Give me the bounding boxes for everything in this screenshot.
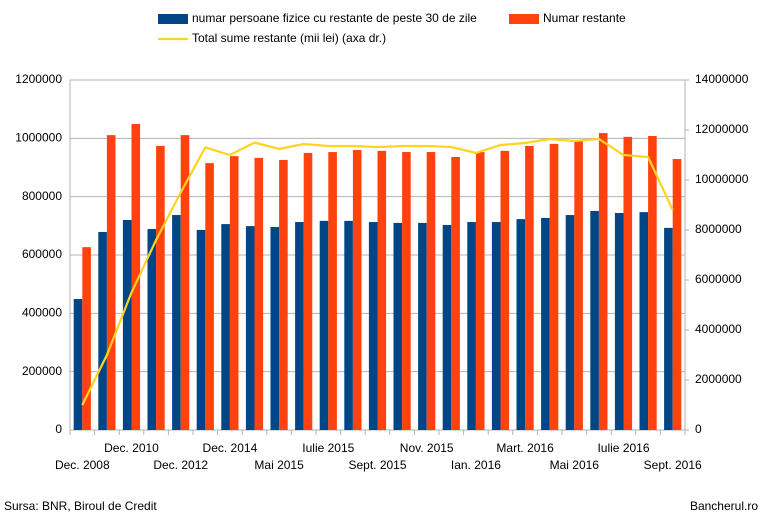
bar xyxy=(344,220,353,430)
bar xyxy=(516,219,526,430)
bar xyxy=(352,150,362,430)
bar xyxy=(156,145,165,430)
x-tick-label: Iulie 2015 xyxy=(302,441,354,455)
legend-swatch xyxy=(509,14,539,24)
y2-tick-label: 2000000 xyxy=(695,372,742,386)
bar xyxy=(254,157,264,430)
y2-tick-label: 12000000 xyxy=(695,122,749,136)
bar xyxy=(500,150,510,430)
bar xyxy=(377,150,387,430)
bar xyxy=(270,227,280,430)
bar xyxy=(451,157,460,430)
bar xyxy=(131,124,141,431)
bar xyxy=(648,136,657,430)
bar xyxy=(147,229,157,430)
bar xyxy=(245,226,255,430)
y2-tick-label: 10000000 xyxy=(695,172,749,186)
y2-tick-label: 6000000 xyxy=(695,272,742,286)
bar xyxy=(279,159,288,430)
x-tick-label: Mai 2016 xyxy=(550,458,600,472)
bar xyxy=(664,227,673,430)
bar xyxy=(418,222,427,430)
x-tick-label: Mart. 2016 xyxy=(496,441,554,455)
bar xyxy=(623,136,633,430)
x-tick-label: Dec. 2008 xyxy=(55,458,110,472)
legend-swatch xyxy=(158,14,188,24)
y-tick-label: 1000000 xyxy=(15,131,62,145)
x-tick-label: Dec. 2014 xyxy=(203,441,258,455)
y2-tick-label: 14000000 xyxy=(695,72,749,86)
bar xyxy=(402,152,411,430)
x-tick-label: Iulie 2016 xyxy=(597,441,649,455)
bar xyxy=(98,231,107,430)
bar xyxy=(221,224,230,430)
bar xyxy=(549,143,559,430)
x-tick-label: Dec. 2010 xyxy=(104,441,159,455)
bar xyxy=(82,247,91,430)
bar xyxy=(475,152,485,430)
bar xyxy=(368,222,378,430)
y2-tick-label: 4000000 xyxy=(695,322,742,336)
y-tick-label: 600000 xyxy=(22,247,62,261)
bar xyxy=(590,210,599,430)
bar xyxy=(196,229,206,430)
bar xyxy=(319,220,329,430)
line xyxy=(81,137,674,406)
y-tick-label: 400000 xyxy=(22,306,62,320)
source-note: Sursa: BNR, Biroul de Credit xyxy=(4,499,157,513)
bar xyxy=(205,163,214,430)
bar xyxy=(525,145,534,430)
bar xyxy=(467,222,476,430)
y-tick-label: 1200000 xyxy=(15,72,62,86)
bar xyxy=(295,222,304,430)
x-tick-label: Nov. 2015 xyxy=(400,441,454,455)
bar xyxy=(491,222,501,430)
x-tick-label: Sept. 2015 xyxy=(348,458,406,472)
x-tick-label: Mai 2015 xyxy=(254,458,304,472)
bar xyxy=(442,224,452,430)
x-tick-label: Ian. 2016 xyxy=(451,458,501,472)
bar xyxy=(565,215,575,430)
bar xyxy=(393,222,403,430)
bar xyxy=(73,299,83,430)
bar xyxy=(574,140,583,431)
bar xyxy=(328,152,337,430)
bar xyxy=(122,220,132,430)
y2-tick-label: 8000000 xyxy=(695,222,742,236)
bar xyxy=(106,135,116,430)
legend-label: Numar restante xyxy=(543,11,626,25)
bar xyxy=(426,152,436,430)
bar xyxy=(598,133,608,431)
legend-label: numar persoane fizice cu restante de pes… xyxy=(192,11,477,25)
bar xyxy=(614,213,624,430)
bar xyxy=(639,212,649,430)
bar xyxy=(229,156,239,430)
bar xyxy=(303,152,313,430)
legend-label: Total sume restante (mii lei) (axa dr.) xyxy=(192,31,386,45)
x-tick-label: Dec. 2012 xyxy=(153,458,208,472)
y-tick-label: 800000 xyxy=(22,189,62,203)
x-tick-label: Sept. 2016 xyxy=(644,458,702,472)
y2-tick-label: 0 xyxy=(695,422,702,436)
y-tick-label: 200000 xyxy=(22,364,62,378)
bar xyxy=(672,159,682,430)
credit-note: Bancherul.ro xyxy=(690,499,758,513)
bar xyxy=(541,217,550,430)
y-tick-label: 0 xyxy=(55,422,62,436)
bar xyxy=(180,135,190,430)
bar xyxy=(172,215,181,430)
